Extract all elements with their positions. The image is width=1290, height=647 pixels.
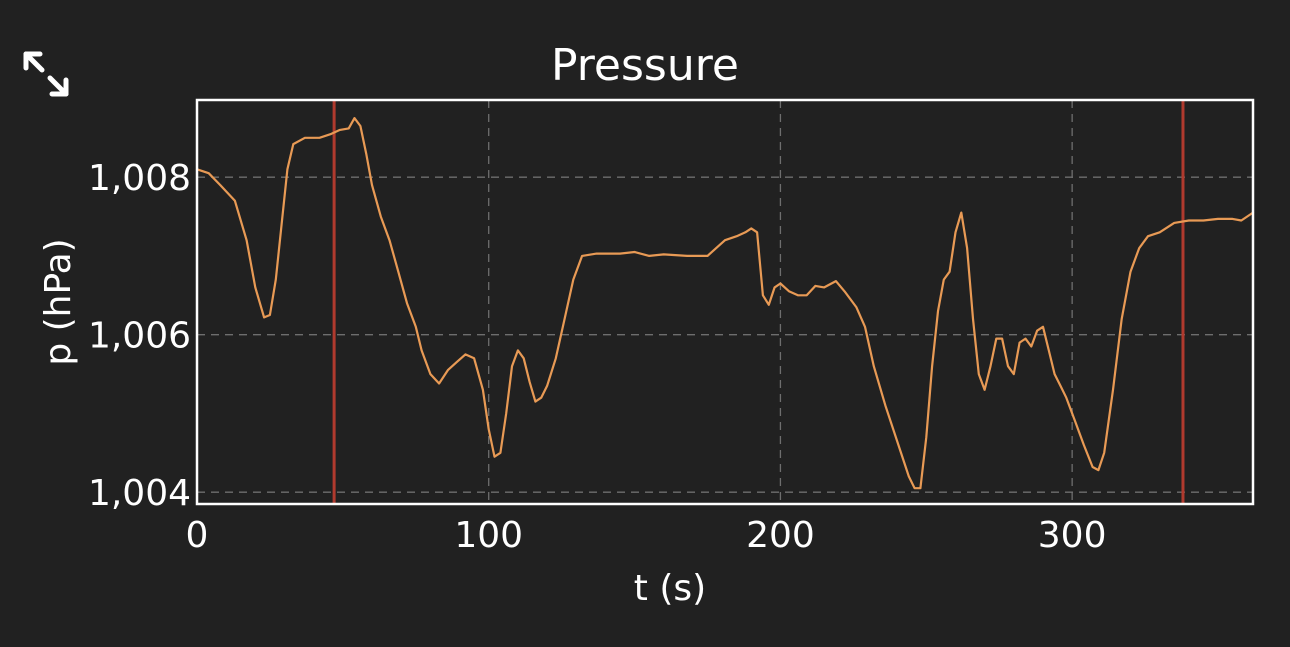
- y-tick-label: 1,008: [88, 158, 191, 199]
- plot-frame: [195, 98, 1255, 506]
- y-axis-ticks: 1,004 1,006 1,008: [88, 158, 191, 514]
- x-tick-label: 100: [454, 515, 523, 556]
- y-tick-label: 1,006: [88, 316, 191, 357]
- x-tick-label: 0: [186, 515, 209, 556]
- y-axis-label: p (hPa): [38, 238, 79, 365]
- expand-diagonal-arrows-icon: [23, 51, 69, 97]
- y-tick-label: 1,004: [88, 473, 191, 514]
- chart-title: Pressure: [551, 40, 739, 91]
- series-layer: [195, 117, 1255, 490]
- x-axis-label: t (s): [634, 568, 706, 609]
- grid-lines: [197, 100, 1253, 504]
- expand-button[interactable]: [14, 42, 78, 106]
- x-tick-label: 200: [746, 515, 815, 556]
- marker-lines: [332, 100, 1185, 504]
- x-axis-ticks: 0 100 200 300: [186, 515, 1107, 556]
- x-tick-label: 300: [1038, 515, 1107, 556]
- series-line: [195, 117, 1255, 490]
